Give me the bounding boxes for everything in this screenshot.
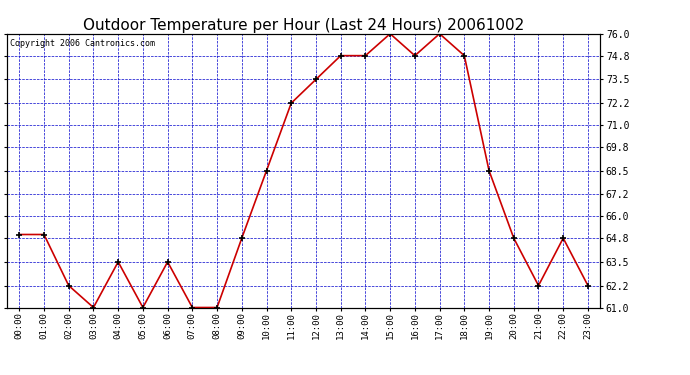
- Text: Copyright 2006 Cantronics.com: Copyright 2006 Cantronics.com: [10, 39, 155, 48]
- Title: Outdoor Temperature per Hour (Last 24 Hours) 20061002: Outdoor Temperature per Hour (Last 24 Ho…: [83, 18, 524, 33]
